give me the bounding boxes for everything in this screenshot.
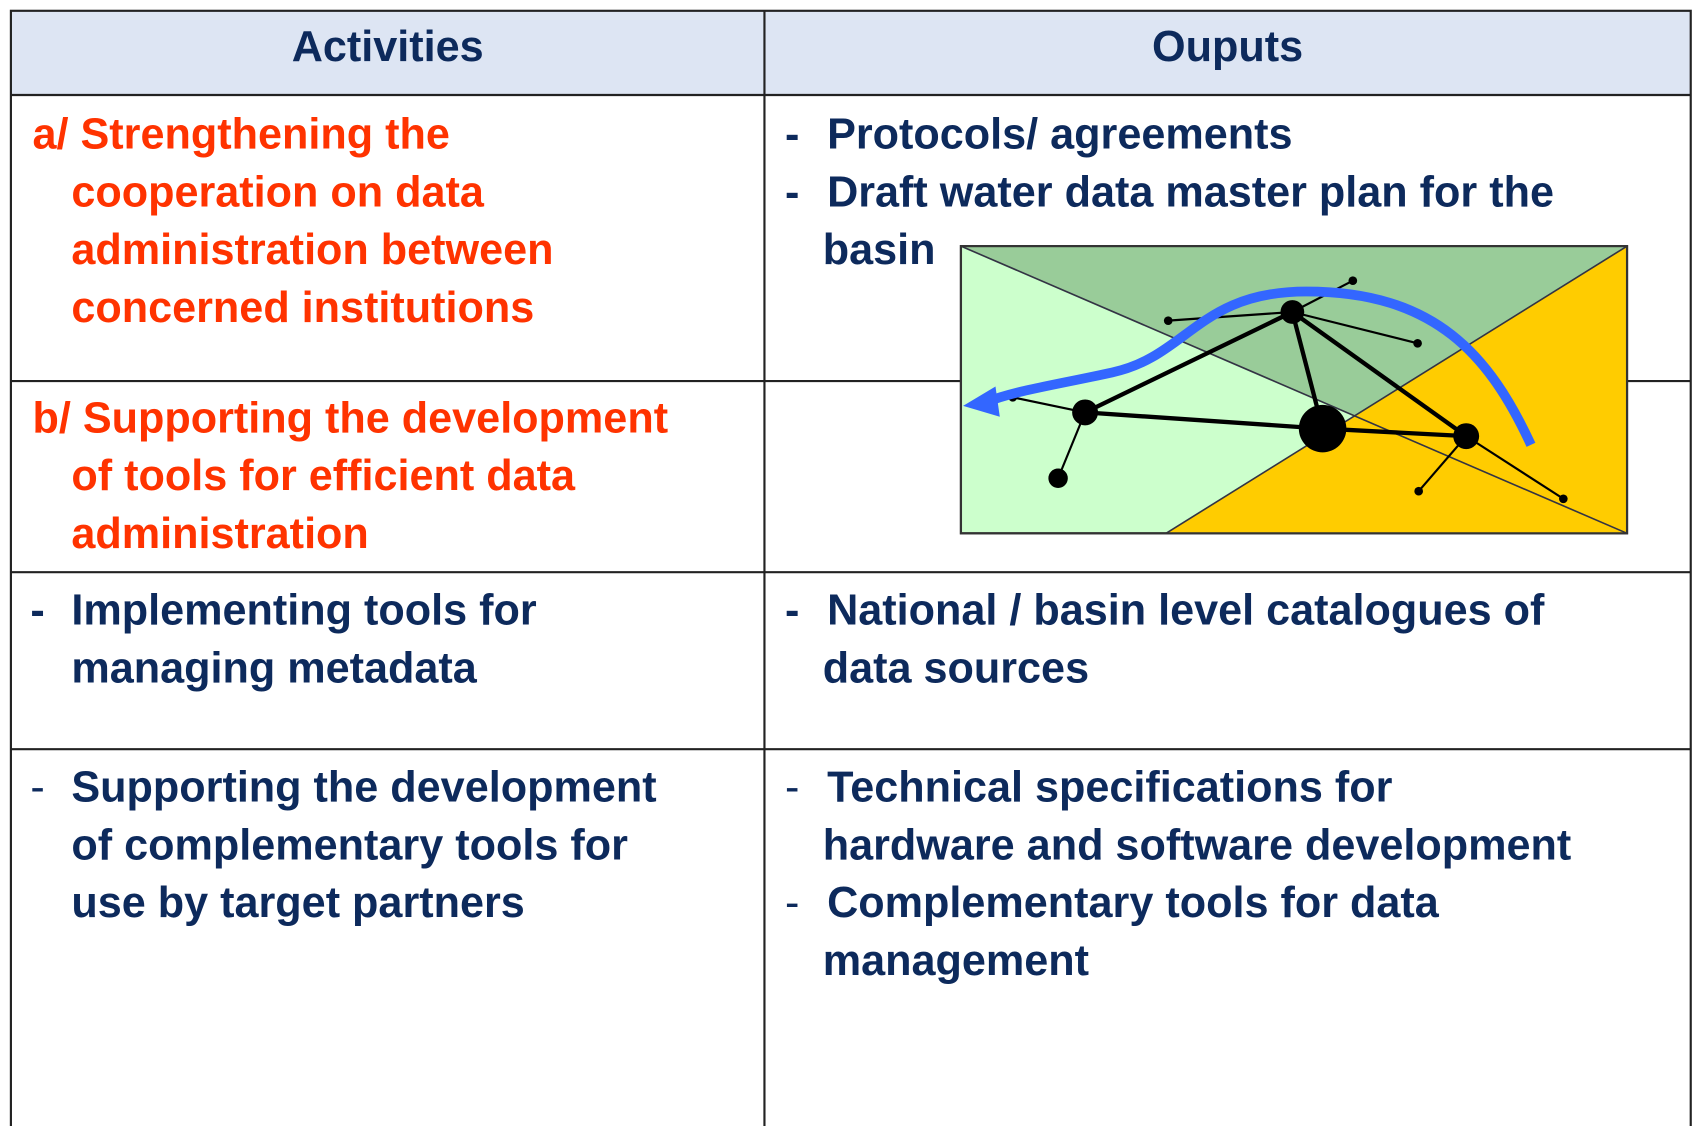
output-text: Technical specifications for (827, 764, 1393, 812)
activity-text: administration between (71, 226, 553, 274)
output-text: hardware and software development (823, 821, 1572, 869)
activity-text: Supporting the development (71, 764, 656, 812)
activity-text: of complementary tools for (71, 821, 628, 869)
activity-text: a/ Strengthening the (32, 111, 449, 159)
activity-text: managing metadata (71, 644, 477, 692)
output-text: management (823, 937, 1089, 985)
output-text: Draft water data master plan for the (827, 168, 1554, 216)
output-text: Protocols/ agreements (827, 111, 1292, 159)
basin-illustration (959, 245, 1629, 535)
bullet: - (785, 879, 799, 927)
bullet: - (30, 587, 44, 635)
activity-text: Implementing tools for (71, 587, 536, 635)
output-text: data sources (823, 644, 1089, 692)
activity-text: of tools for efficient data (71, 452, 576, 500)
output-text: Complementary tools for data (827, 879, 1440, 927)
activity-text: cooperation on data (71, 168, 485, 216)
bullet: - (785, 111, 799, 159)
bullet: - (785, 168, 799, 216)
column-header: Activities (292, 23, 484, 71)
bullet: - (785, 764, 799, 812)
activity-text: b/ Supporting the development (32, 394, 668, 442)
column-header: Ouputs (1152, 23, 1303, 71)
header-bg (10, 10, 1691, 96)
activity-text: use by target partners (71, 879, 524, 927)
output-text: National / basin level catalogues of (827, 587, 1545, 635)
bullet: - (785, 587, 799, 635)
output-text: basin (823, 226, 936, 274)
table-text: Activities Ouputs a/ Strengthening the coop… (30, 23, 1571, 985)
activity-text: concerned institutions (71, 284, 534, 332)
table-grid (9, 9, 1692, 1126)
bullet: - (30, 764, 44, 812)
activity-text: administration (71, 510, 368, 558)
